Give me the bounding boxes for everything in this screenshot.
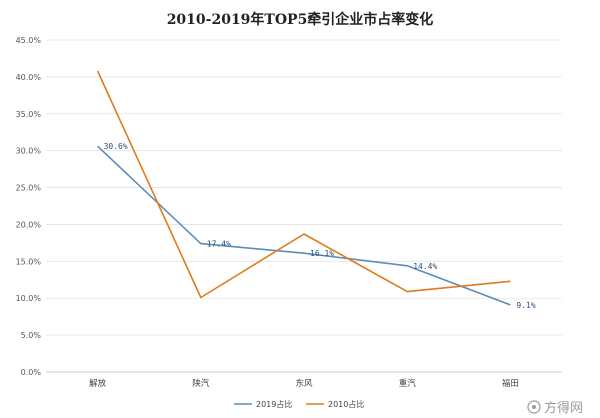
x-tick-label: 福田 [502,378,519,389]
y-tick-label: 45.0% [16,36,42,45]
watermark-text: 方得网 [544,400,583,416]
series-line-2019占比 [97,145,511,306]
legend-label-2019: 2019占比 [256,399,292,409]
y-tick-label: 20.0% [16,220,42,229]
x-tick-label: 陕汽 [192,378,210,389]
series-lines [96,70,511,306]
x-axis-ticks: 解放 陕汽 东风 重汽 福田 [89,378,519,389]
watermark-logo-icon [527,400,541,414]
gridlines [46,39,562,373]
x-tick-label: 东风 [295,378,313,389]
y-tick-label: 25.0% [16,184,42,193]
chart-title: 2010-2019年TOP5牵引企业市占率变化 [167,11,434,28]
legend-label-2010: 2010占比 [328,399,364,409]
y-tick-label: 15.0% [16,257,42,266]
y-tick-label: 40.0% [16,73,42,82]
watermark-logo-dot-icon [532,405,536,409]
y-axis-ticks: 0.0% 5.0% 10.0% 15.0% 20.0% 25.0% 30.0% 35.0% 40… [16,36,42,377]
y-tick-label: 10.0% [16,294,42,303]
y-tick-label: 5.0% [21,331,42,340]
y-tick-label: 0.0% [21,368,42,377]
data-labels: 30.6% 17.4% 16.1% 14.4% 9.1% [104,142,536,310]
data-label: 30.6% [104,142,128,151]
data-label: 14.4% [413,262,437,271]
x-tick-label: 重汽 [399,378,417,389]
data-label: 16.1% [310,249,334,258]
watermark: 方得网 [527,400,583,416]
data-label: 17.4% [207,240,231,249]
y-tick-label: 30.0% [16,147,42,156]
y-tick-label: 35.0% [16,110,42,119]
data-label: 9.1% [516,301,535,310]
x-tick-label: 解放 [89,378,107,389]
series-line-2010占比 [96,70,511,299]
legend: 2019占比 2010占比 [234,399,364,409]
